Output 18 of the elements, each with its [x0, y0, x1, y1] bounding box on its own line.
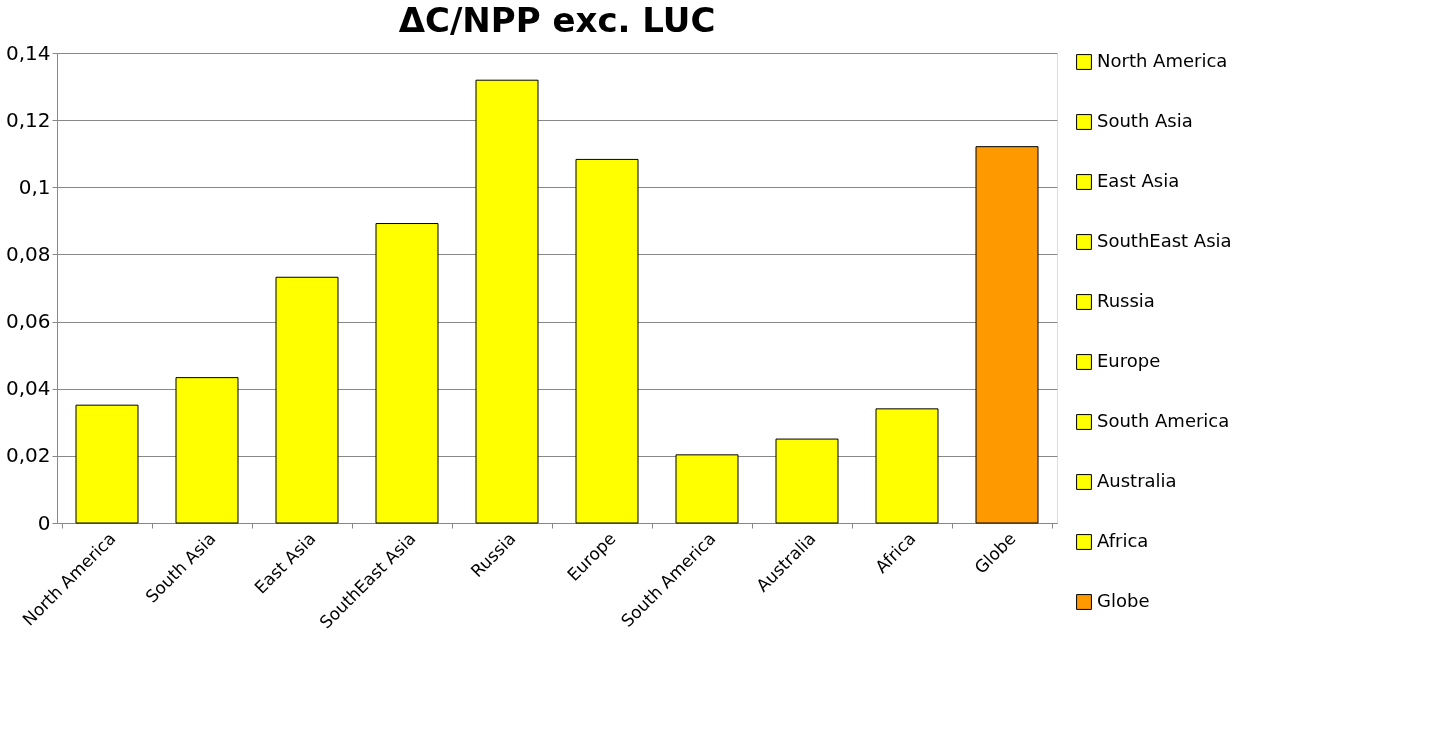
y-tick-label: 0,06: [5, 309, 51, 334]
legend-label: Globe: [1097, 590, 1150, 611]
y-tick-label: 0,02: [5, 443, 51, 468]
legend-label: SouthEast Asia: [1097, 230, 1232, 251]
legend-label: South America: [1097, 410, 1230, 431]
legend-label: East Asia: [1097, 170, 1180, 191]
legend-label: Russia: [1097, 290, 1155, 311]
y-tick-label: 0: [37, 510, 51, 535]
y-tick-label: 0,08: [5, 241, 51, 266]
legend-label: Europe: [1097, 350, 1161, 371]
legend-label: Australia: [1097, 470, 1177, 491]
y-tick-label: 0,12: [5, 107, 51, 132]
legend-label: North America: [1097, 50, 1228, 71]
y-tick-label: 0,04: [5, 376, 51, 401]
chart-title: ΔC/NPP exc. LUC: [398, 0, 716, 40]
y-tick-label: 0,1: [18, 174, 51, 199]
y-tick-label: 0,14: [5, 40, 51, 65]
legend-label: South Asia: [1097, 110, 1193, 131]
